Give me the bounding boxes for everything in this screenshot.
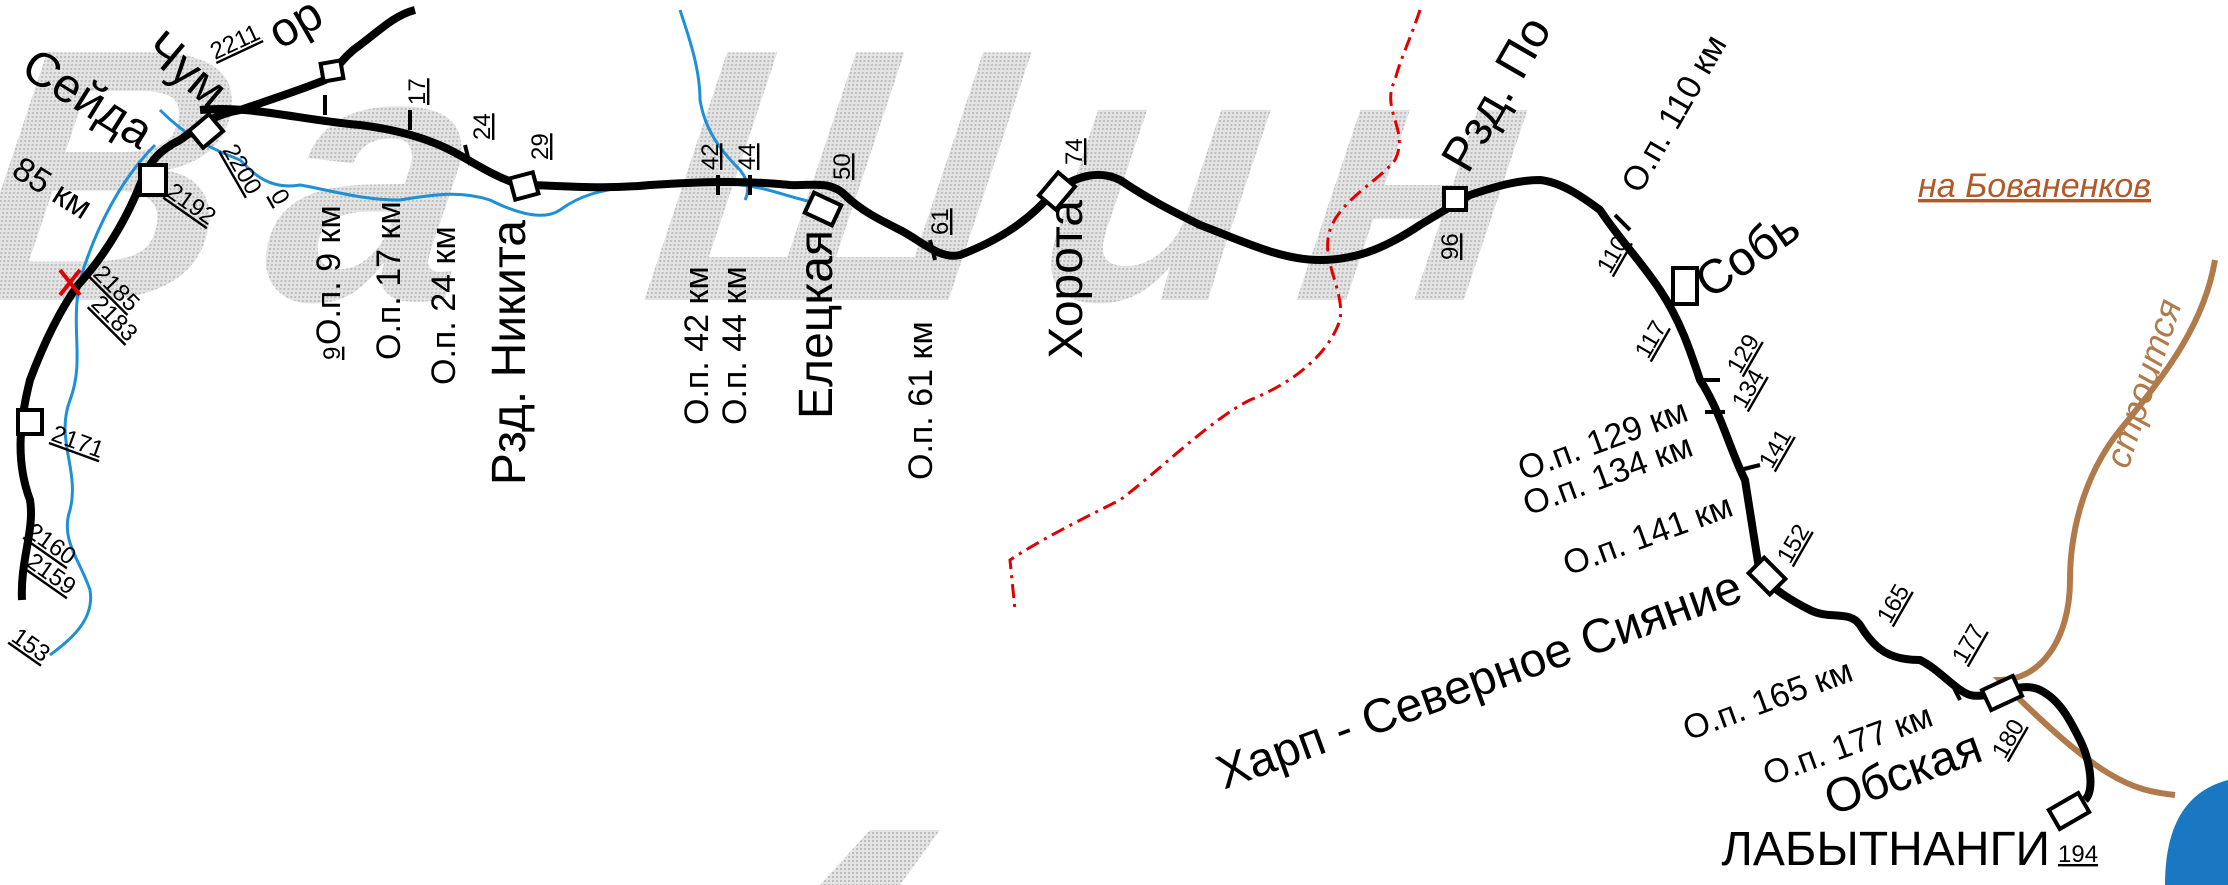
stop-ticks xyxy=(323,95,1962,701)
link-bovanenkovo[interactable]: на Бованенков xyxy=(1918,167,2151,205)
km-177: 177 xyxy=(1947,620,1990,668)
station-sob: Собь xyxy=(1686,200,1810,309)
station-marker-eletskaya xyxy=(802,190,844,228)
stop-op44: О.п. 44 км xyxy=(716,266,754,425)
station-marker-2171 xyxy=(16,408,44,436)
km-50: 50 xyxy=(829,153,856,180)
tick-op110 xyxy=(1613,213,1632,232)
km-152: 152 xyxy=(1772,520,1815,568)
km-117: 117 xyxy=(1630,316,1673,363)
station-marker-top xyxy=(318,58,346,84)
station-khorota: Хорота xyxy=(1040,200,1093,359)
water-body xyxy=(2165,780,2228,885)
stop-op17: О.п. 17 км xyxy=(370,201,408,360)
construction-line xyxy=(1992,259,2218,798)
border-line xyxy=(1008,9,1422,611)
km-24: 24 xyxy=(469,113,496,140)
tick-op61 xyxy=(928,239,937,261)
km-42: 42 xyxy=(697,143,724,170)
stop-op24: О.п. 24 км xyxy=(425,226,463,385)
km-9: 9 xyxy=(319,347,346,360)
station-labytnangi: ЛАБЫТНАНГИ xyxy=(1721,823,2050,876)
station-marker-khorota xyxy=(1036,169,1078,213)
station-marker-chum xyxy=(186,111,226,151)
km-2171: 2171 xyxy=(48,420,107,464)
tick-op165 xyxy=(1863,633,1882,652)
stop-op61: О.п. 61 км xyxy=(902,321,940,480)
km-17: 17 xyxy=(404,78,431,105)
station-marker-kharp xyxy=(1745,554,1789,598)
station-marker-labytnangi xyxy=(2046,790,2092,832)
stop-op9: О.п. 9 км xyxy=(310,205,348,345)
tick-op177 xyxy=(1948,679,1962,701)
station-marker-96 xyxy=(1442,186,1468,212)
background-glyph-bottom xyxy=(820,830,940,885)
station-markers xyxy=(16,58,2092,832)
station-marker-obskaya xyxy=(1979,673,2025,713)
km-74: 74 xyxy=(1061,138,1088,165)
km-61: 61 xyxy=(927,208,954,235)
km-153: 153 xyxy=(7,623,55,668)
stop-op42: О.п. 42 км xyxy=(678,266,716,425)
tick-op24 xyxy=(463,144,472,166)
station-marker-seida xyxy=(138,163,168,197)
cross-marker xyxy=(58,268,82,297)
km-96: 96 xyxy=(1437,233,1464,260)
station-eletskaya: Елецкая xyxy=(790,230,843,419)
km-44: 44 xyxy=(734,143,761,170)
station-kharp: Харп - Северное Сияние xyxy=(1210,561,1749,800)
river-east xyxy=(49,143,157,657)
km-180: 180 xyxy=(1987,715,2030,763)
station-nikita: Рзд. Никита xyxy=(483,220,536,485)
km-141: 141 xyxy=(1754,425,1797,473)
station-marker-sob xyxy=(1671,266,1699,306)
tick-op141 xyxy=(1739,463,1761,472)
label-under-construction: строится xyxy=(2097,294,2190,473)
km-165: 165 xyxy=(1872,580,1915,628)
km-29: 29 xyxy=(527,133,554,160)
station-marker-nikita xyxy=(507,169,541,203)
km-110: 110 xyxy=(1592,231,1635,278)
stop-op110: О.п. 110 км xyxy=(1614,28,1734,199)
km-194: 194 xyxy=(2058,841,2098,868)
